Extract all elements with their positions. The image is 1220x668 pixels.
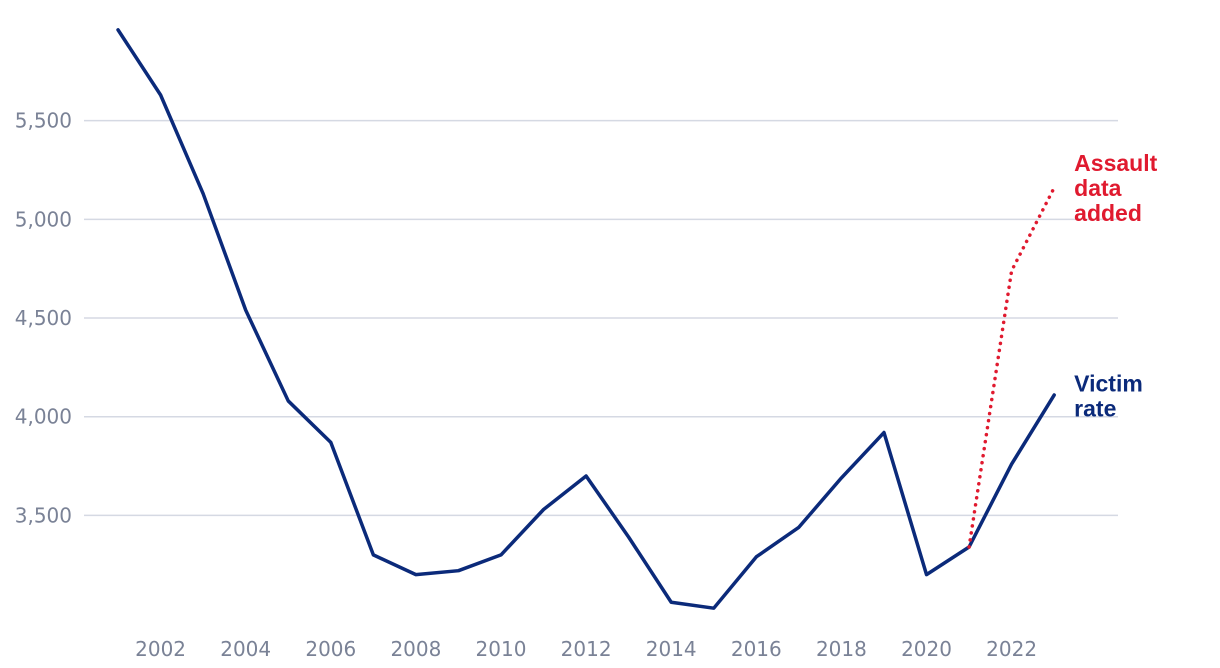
y-tick-label: 3,500 (15, 503, 72, 527)
x-tick-label: 2022 (986, 637, 1037, 661)
x-tick-label: 2008 (390, 637, 441, 661)
y-tick-label: 4,000 (15, 405, 72, 429)
annotation-line: added (1074, 200, 1142, 226)
y-tick-label: 5,500 (15, 109, 72, 133)
x-tick-label: 2018 (816, 637, 867, 661)
x-tick-label: 2002 (135, 637, 186, 661)
x-tick-label: 2020 (901, 637, 952, 661)
series-line-victim-rate (116, 28, 1056, 610)
x-tick-label: 2010 (476, 637, 527, 661)
x-tick-label: 2012 (561, 637, 612, 661)
annotation-victim-rate: Victim rate (1074, 371, 1143, 422)
y-tick-label: 4,500 (15, 306, 72, 330)
x-tick-label: 2004 (220, 637, 271, 661)
x-tick-label: 2006 (305, 637, 356, 661)
annotation-line: Victim (1074, 371, 1143, 397)
annotation-line: rate (1074, 396, 1116, 422)
annotation-line: data (1074, 175, 1122, 201)
x-tick-label: 2014 (646, 637, 697, 661)
annotation-assault-data-added: Assault data added (1074, 150, 1157, 226)
y-tick-label: 5,000 (15, 207, 72, 231)
annotation-line: Assault (1074, 150, 1157, 176)
series-line-assault-data-added (967, 186, 1056, 549)
x-tick-label: 2016 (731, 637, 782, 661)
